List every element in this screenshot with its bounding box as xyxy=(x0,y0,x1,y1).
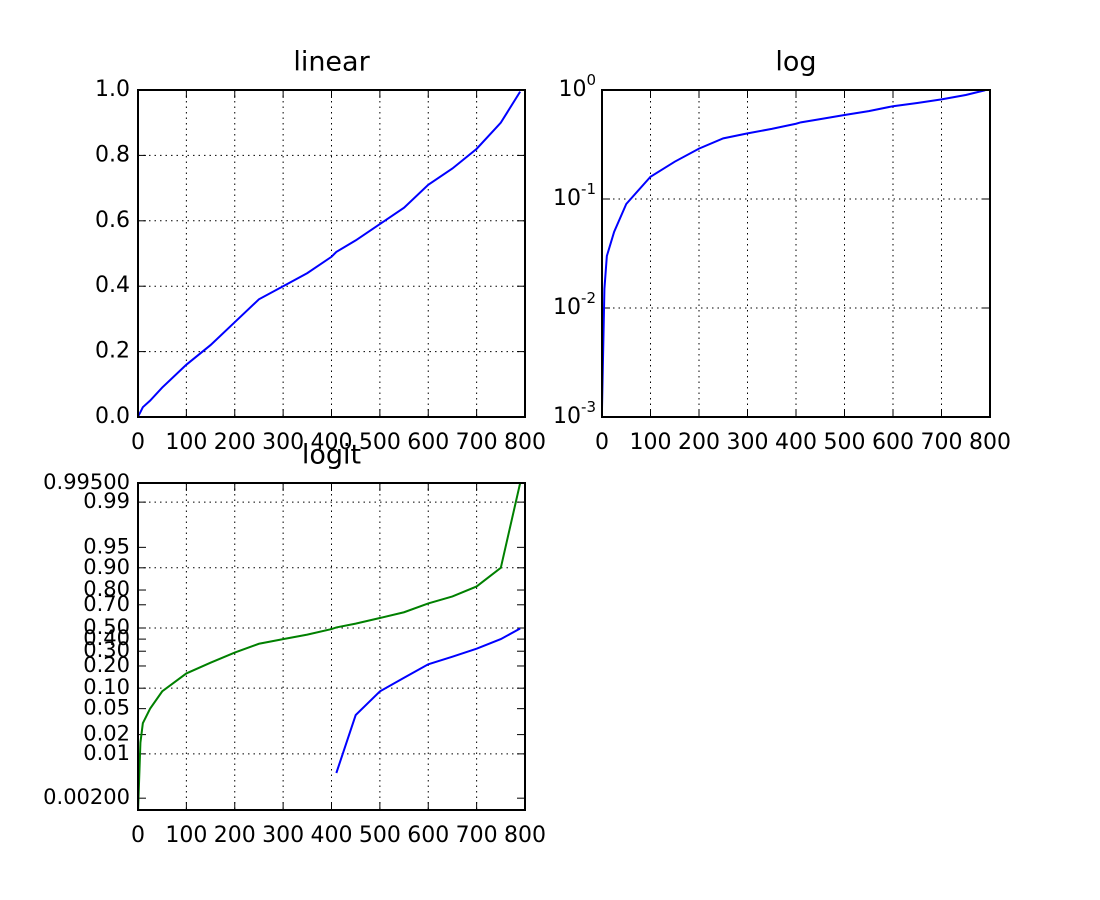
x-tick-label: 700 xyxy=(921,430,963,455)
y-tick-label: 100 xyxy=(558,71,596,103)
subplot-title: linear xyxy=(293,47,370,78)
subplot: 0 100 200 300 400 500 600 700 80010-310-210-1100… xyxy=(553,47,1011,456)
x-tick-label: 400 xyxy=(311,823,353,848)
x-tick-label: 800 xyxy=(969,430,1011,455)
x-tick-label: 700 xyxy=(456,823,498,848)
x-tick-label: 800 xyxy=(504,823,546,848)
x-tick-label: 800 xyxy=(504,430,546,455)
x-tick-label: 0 xyxy=(595,430,609,455)
subplot-title: logit xyxy=(302,440,361,471)
plot-area xyxy=(602,90,990,417)
y-tick-label: 0.30 xyxy=(83,638,130,662)
tick-base: 10 xyxy=(553,186,581,211)
y-tick-label: 0.40 xyxy=(83,626,130,650)
subplot-title: log xyxy=(775,47,816,78)
x-tick-label: 0 xyxy=(131,430,145,455)
tick-exponent: -3 xyxy=(581,398,596,416)
x-tick-label: 100 xyxy=(165,430,207,455)
subplot: 0 100 200 300 400 500 600 700 800 0.0 0.2 0.4 0.6 0.8… xyxy=(95,47,546,456)
y-tick-label: 0.6 xyxy=(95,208,130,233)
x-tick-label: 400 xyxy=(311,430,353,455)
x-tick-label: 500 xyxy=(824,430,866,455)
y-tick-label: 0.2 xyxy=(95,339,130,364)
tick-base: 10 xyxy=(558,77,586,102)
subplot: 0 100 200 300 400 500 600 700 800 0.00200 0.010.02… xyxy=(43,440,546,849)
x-tick-label: 700 xyxy=(456,430,498,455)
x-tick-label: 100 xyxy=(165,823,207,848)
x-tick-label: 400 xyxy=(775,430,817,455)
y-tick-label: 0.90 xyxy=(83,555,130,579)
y-tick-label: 0.99 xyxy=(83,489,130,513)
y-tick-label: 0.4 xyxy=(95,273,130,298)
plot-area xyxy=(138,90,525,417)
y-tick-label: 0.99500 xyxy=(43,470,130,494)
data-line xyxy=(138,91,522,417)
data-line xyxy=(602,90,986,409)
data-line xyxy=(335,627,521,774)
x-tick-label: 600 xyxy=(872,430,914,455)
y-tick-label: 0.8 xyxy=(95,142,130,167)
x-tick-label: 300 xyxy=(262,430,304,455)
y-tick-label: 1.0 xyxy=(95,77,130,102)
y-tick-label: 0.02 xyxy=(83,722,130,746)
x-tick-label: 600 xyxy=(407,430,449,455)
y-tick-label: 0.01 xyxy=(83,741,130,765)
x-tick-label: 100 xyxy=(630,430,672,455)
y-tick-label: 0.00200 xyxy=(43,785,130,809)
x-tick-label: 300 xyxy=(727,430,769,455)
data-line xyxy=(138,483,522,810)
x-tick-label: 500 xyxy=(359,823,401,848)
tick-base: 10 xyxy=(553,404,581,429)
x-tick-label: 600 xyxy=(407,823,449,848)
axes-frame xyxy=(137,482,526,811)
y-tick-label: 10-3 xyxy=(553,398,596,430)
axes-frame xyxy=(601,89,991,418)
axes-frame xyxy=(137,89,526,418)
y-tick-label: 0.95 xyxy=(83,534,130,558)
x-tick-label: 200 xyxy=(214,430,256,455)
x-tick-label: 300 xyxy=(262,823,304,848)
y-tick-label: 0.0 xyxy=(95,404,130,429)
x-tick-label: 200 xyxy=(214,823,256,848)
tick-exponent: -2 xyxy=(581,289,596,307)
x-tick-label: 500 xyxy=(359,430,401,455)
y-tick-label: 0.20 xyxy=(83,653,130,677)
y-tick-label: 0.50 xyxy=(83,615,130,639)
y-tick-label: 0.70 xyxy=(83,592,130,616)
plot-area xyxy=(138,483,525,810)
y-tick-label: 10-2 xyxy=(553,289,596,321)
y-tick-label: 0.10 xyxy=(83,675,130,699)
tick-exponent: 0 xyxy=(586,71,596,89)
x-tick-label: 0 xyxy=(131,823,145,848)
y-tick-label: 10-1 xyxy=(553,180,596,212)
tick-exponent: -1 xyxy=(581,180,596,198)
x-tick-label: 200 xyxy=(678,430,720,455)
y-tick-label: 0.80 xyxy=(83,577,130,601)
y-tick-label: 0.05 xyxy=(83,696,130,720)
tick-base: 10 xyxy=(553,295,581,320)
